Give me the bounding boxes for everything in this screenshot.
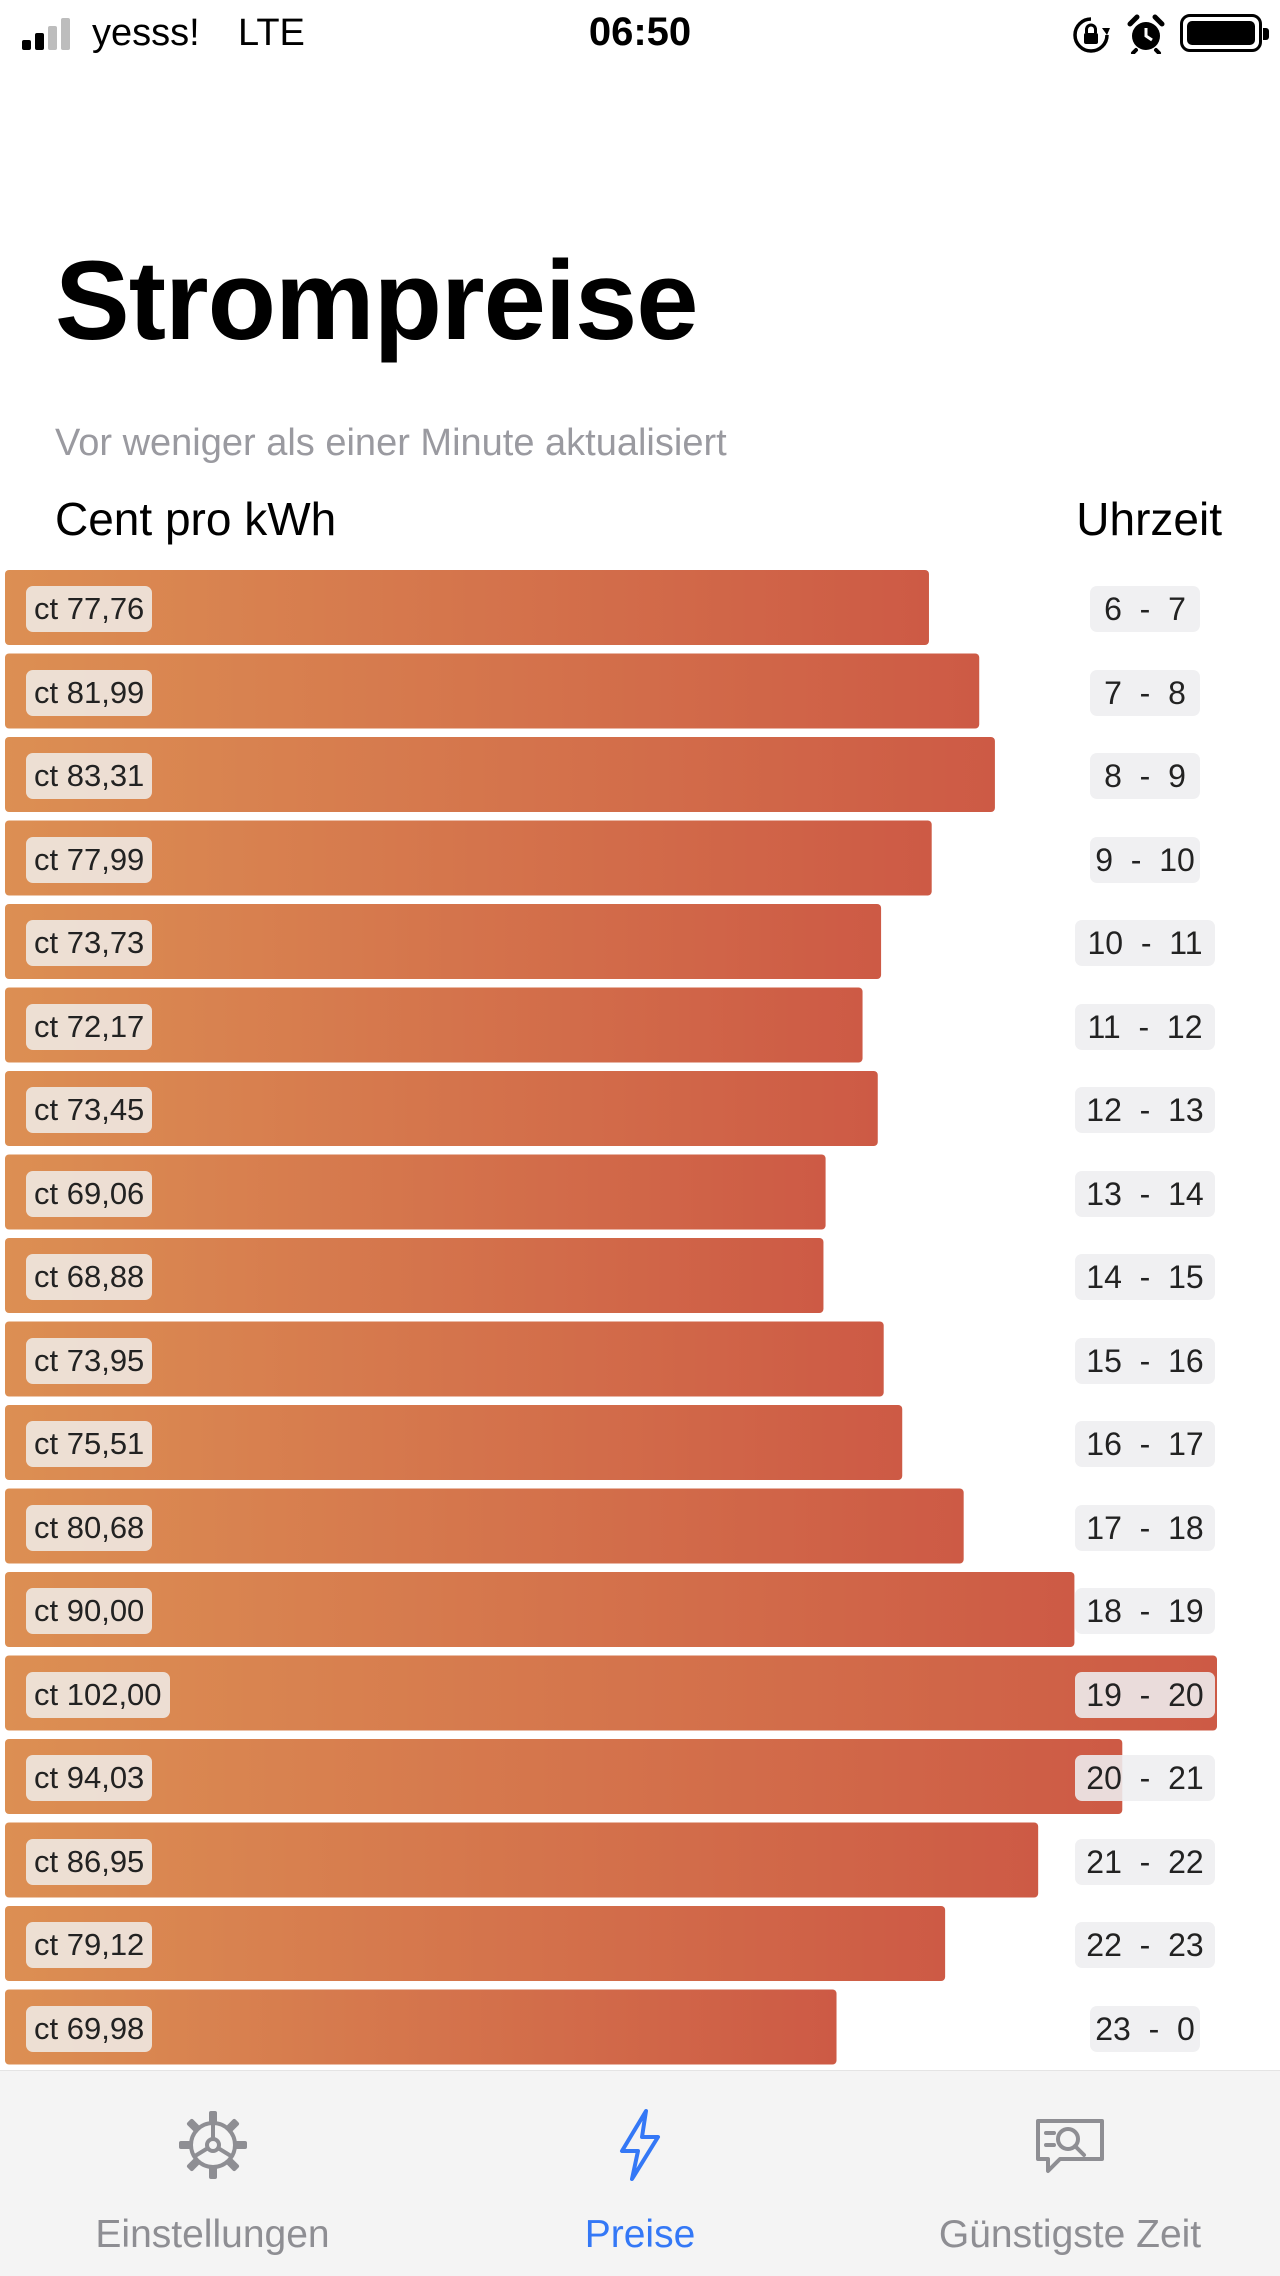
price-row: ct 73,45 12 - 13	[0, 1071, 1280, 1147]
alarm-icon	[1127, 14, 1165, 54]
price-label: ct 102,00	[26, 1671, 170, 1718]
price-row: ct 69,98 23 - 0	[0, 1990, 1280, 2066]
price-row: ct 83,31 8 - 9	[0, 737, 1280, 813]
price-row: ct 80,68 17 - 18	[0, 1489, 1280, 1565]
tab-settings-label: Einstellungen	[95, 2213, 330, 2256]
battery-icon	[1180, 14, 1269, 52]
tab-cheapest-time[interactable]: Günstigste Zeit	[900, 2071, 1240, 2276]
price-label: ct 86,95	[26, 1838, 153, 1885]
time-slot-label: 7 - 8	[1090, 669, 1200, 716]
price-row: ct 75,51 16 - 17	[0, 1405, 1280, 1481]
price-row: ct 69,06 13 - 14	[0, 1155, 1280, 1231]
price-row: ct 94,03 20 - 21	[0, 1739, 1280, 1815]
page-title: Strompreise	[55, 238, 699, 363]
price-label: ct 69,98	[26, 2005, 153, 2052]
price-label: ct 69,06	[26, 1170, 153, 1217]
time-slot-label: 8 - 9	[1090, 753, 1200, 799]
price-label: ct 83,31	[26, 753, 153, 799]
price-bar	[5, 1154, 826, 1230]
price-bar	[5, 1321, 884, 1397]
price-row: ct 90,00 18 - 19	[0, 1572, 1280, 1648]
price-label: ct 72,17	[26, 1003, 153, 1050]
time-slot-label: 21 - 22	[1075, 1838, 1215, 1885]
price-label: ct 79,12	[26, 1922, 153, 1968]
price-bar	[5, 1989, 837, 2065]
time-slot-label: 23 - 0	[1090, 2005, 1200, 2052]
last-updated-text: Vor weniger als einer Minute aktualisier…	[55, 422, 727, 464]
price-row: ct 77,76 6 - 7	[0, 570, 1280, 646]
price-bar	[5, 1071, 878, 1146]
time-slot-label: 17 - 18	[1075, 1504, 1215, 1551]
tab-settings[interactable]: Einstellungen	[40, 2071, 385, 2276]
price-bar	[5, 737, 995, 812]
carrier-name: yesss!	[92, 12, 200, 54]
lightning-icon	[620, 2109, 660, 2181]
time-slot-label: 6 - 7	[1090, 586, 1200, 632]
price-bar	[5, 1822, 1039, 1898]
price-bar	[5, 820, 932, 896]
time-column-header: Uhrzeit	[1076, 493, 1222, 545]
time-slot-label: 13 - 14	[1075, 1170, 1215, 1217]
price-bar	[5, 1655, 1217, 1731]
time-slot-label: 9 - 10	[1090, 836, 1200, 883]
tab-prices-label: Preise	[584, 2213, 696, 2256]
time-slot-label: 11 - 12	[1075, 1003, 1215, 1050]
time-slot-label: 20 - 21	[1075, 1755, 1215, 1801]
time-slot-label: 12 - 13	[1075, 1087, 1215, 1133]
price-label: ct 73,45	[26, 1087, 153, 1133]
price-label: ct 80,68	[26, 1504, 153, 1551]
gear-icon	[178, 2111, 247, 2179]
price-bar	[5, 1739, 1123, 1814]
price-bar	[5, 904, 882, 979]
price-bar	[5, 987, 863, 1063]
price-column-header: Cent pro kWh	[55, 493, 337, 545]
price-label: ct 77,76	[26, 586, 153, 632]
price-row: ct 79,12 22 - 23	[0, 1906, 1280, 1982]
price-label: ct 68,88	[26, 1254, 153, 1300]
price-bar	[5, 1572, 1075, 1647]
price-label: ct 75,51	[26, 1421, 153, 1467]
rotation-lock-icon	[1073, 17, 1110, 53]
time-slot-label: 19 - 20	[1075, 1671, 1215, 1718]
time-slot-label: 16 - 17	[1075, 1421, 1215, 1467]
price-label: ct 90,00	[26, 1588, 153, 1634]
price-row: ct 86,95 21 - 22	[0, 1823, 1280, 1899]
signal-icon	[22, 18, 78, 50]
price-label: ct 94,03	[26, 1755, 153, 1801]
price-row: ct 73,73 10 - 11	[0, 904, 1280, 980]
price-label: ct 73,73	[26, 920, 153, 966]
tab-bar: Einstellungen Preise Günstigste Zeit	[0, 2070, 1280, 2276]
price-bar	[5, 1488, 964, 1564]
price-label: ct 77,99	[26, 836, 153, 883]
price-bar	[5, 1238, 824, 1313]
price-label: ct 81,99	[26, 669, 153, 716]
network-type: LTE	[238, 12, 305, 54]
status-bar: yesss! LTE 06:50	[0, 0, 1280, 70]
tab-prices[interactable]: Preise	[490, 2071, 790, 2276]
search-message-icon	[1036, 2119, 1104, 2173]
time-slot-label: 15 - 16	[1075, 1337, 1215, 1384]
time-slot-label: 10 - 11	[1075, 920, 1215, 966]
time-slot-label: 22 - 23	[1075, 1922, 1215, 1968]
price-bars	[5, 570, 1217, 2065]
price-row: ct 68,88 14 - 15	[0, 1238, 1280, 1314]
status-time: 06:50	[588, 10, 692, 54]
price-row: ct 72,17 11 - 12	[0, 988, 1280, 1064]
price-bar	[5, 570, 929, 645]
price-bar	[5, 1405, 903, 1480]
time-slot-label: 14 - 15	[1075, 1254, 1215, 1300]
price-row: ct 102,00 19 - 20	[0, 1656, 1280, 1732]
price-row: ct 81,99 7 - 8	[0, 654, 1280, 730]
price-row: ct 73,95 15 - 16	[0, 1322, 1280, 1398]
price-label: ct 73,95	[26, 1337, 153, 1384]
price-row: ct 77,99 9 - 10	[0, 821, 1280, 897]
price-bar	[5, 653, 980, 729]
price-bar	[5, 1906, 946, 1981]
tab-cheapest-time-label: Günstigste Zeit	[938, 2213, 1202, 2256]
time-slot-label: 18 - 19	[1075, 1588, 1215, 1634]
